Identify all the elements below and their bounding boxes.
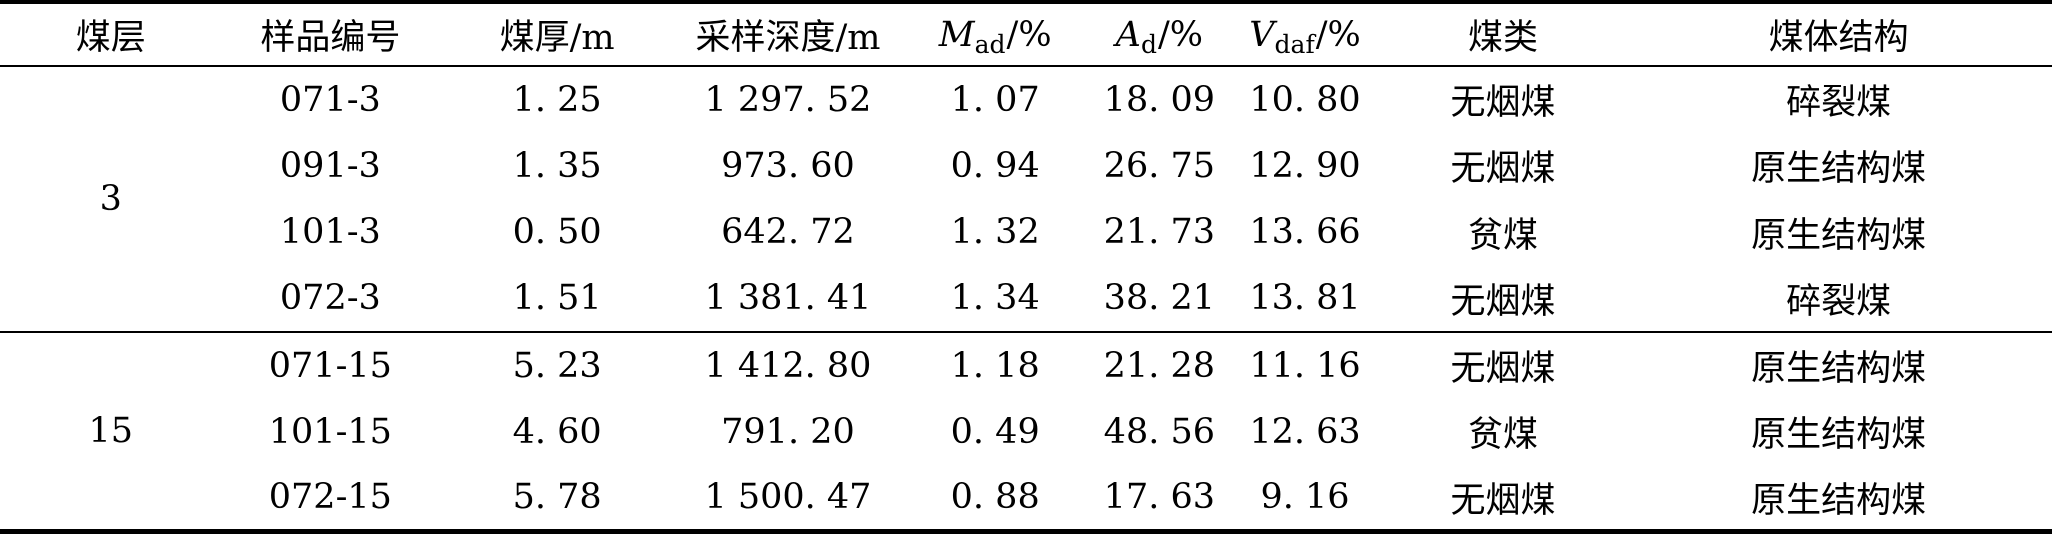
cell-mad: 0. 94 xyxy=(950,145,1040,186)
col-header-sampling-depth: 采样深度/m xyxy=(675,2,901,66)
cell-coal-type: 无烟煤 xyxy=(1450,480,1556,521)
table-row: 101-3 0. 50 642. 72 1. 32 21. 73 13. 66 … xyxy=(0,199,2052,266)
cell-vdaf: 13. 66 xyxy=(1249,212,1361,253)
cell-structure: 碎裂煤 xyxy=(1786,281,1892,322)
table-header: 煤层 样品编号 煤厚/m 采样深度/m Mad/% Ad/% Vdaf/% 煤类… xyxy=(0,2,2052,66)
col-header-subscript: ad xyxy=(974,29,1006,59)
col-header-label: 采样深度/m xyxy=(695,18,881,58)
cell-sample-id: 071-3 xyxy=(279,79,381,120)
col-header-label: 样品编号 xyxy=(260,18,401,58)
cell-thickness: 0. 50 xyxy=(512,212,602,253)
cell-vdaf: 11. 16 xyxy=(1249,345,1361,386)
col-header-unit: /% xyxy=(1006,14,1052,55)
cell-thickness: 1. 35 xyxy=(512,145,602,186)
cell-ad: 17. 63 xyxy=(1103,477,1215,517)
col-header-label: 煤类 xyxy=(1468,18,1539,58)
col-header-symbol: A xyxy=(1115,14,1141,55)
table-row: 072-15 5. 78 1 500. 47 0. 88 17. 63 9. 1… xyxy=(0,465,2052,532)
cell-mad: 1. 18 xyxy=(950,345,1040,386)
cell-thickness: 1. 51 xyxy=(512,278,602,319)
cell-vdaf: 12. 63 xyxy=(1249,411,1361,452)
cell-vdaf: 10. 80 xyxy=(1249,79,1361,120)
cell-mad: 0. 88 xyxy=(950,477,1040,517)
cell-thickness: 1. 25 xyxy=(512,79,602,120)
cell-mad: 0. 49 xyxy=(950,411,1040,452)
cell-seam: 15 xyxy=(88,411,134,451)
col-header-subscript: d xyxy=(1140,29,1157,59)
cell-sample-id: 071-15 xyxy=(268,345,392,386)
col-header-mad: Mad/% xyxy=(901,2,1090,66)
col-header-unit: /% xyxy=(1157,14,1204,55)
table-row: 072-3 1. 51 1 381. 41 1. 34 38. 21 13. 8… xyxy=(0,266,2052,333)
cell-vdaf: 13. 81 xyxy=(1249,278,1361,319)
table-row: 15 071-15 5. 23 1 412. 80 1. 18 21. 28 1… xyxy=(0,332,2052,451)
col-header-subscript: daf xyxy=(1274,29,1315,59)
cell-vdaf: 9. 16 xyxy=(1260,477,1350,517)
cell-coal-type: 无烟煤 xyxy=(1450,349,1556,390)
cell-mad: 1. 07 xyxy=(950,79,1040,120)
table-row: 101-15 4. 60 791. 20 0. 49 48. 56 12. 63… xyxy=(0,399,2052,466)
cell-depth: 791. 20 xyxy=(721,411,855,452)
col-header-label: 煤体结构 xyxy=(1768,18,1909,58)
cell-depth: 1 500. 47 xyxy=(704,477,872,517)
col-header-coal-thickness: 煤厚/m xyxy=(439,2,675,66)
cell-ad: 38. 21 xyxy=(1103,278,1215,319)
cell-ad: 21. 28 xyxy=(1103,345,1215,386)
seam-group-3: 3 071-3 1. 25 1 297. 52 1. 07 18. 09 10.… xyxy=(0,66,2052,332)
cell-sample-id: 101-15 xyxy=(268,411,392,452)
cell-structure: 碎裂煤 xyxy=(1786,83,1892,124)
cell-thickness: 4. 60 xyxy=(512,411,602,452)
cell-mad: 1. 34 xyxy=(950,278,1040,319)
col-header-vdaf: Vdaf/% xyxy=(1229,2,1381,66)
cell-depth: 973. 60 xyxy=(721,145,855,186)
col-header-coal-type: 煤类 xyxy=(1381,2,1625,66)
seam-group-15: 15 071-15 5. 23 1 412. 80 1. 18 21. 28 1… xyxy=(0,332,2052,532)
cell-coal-type: 无烟煤 xyxy=(1450,281,1556,322)
cell-coal-type: 无烟煤 xyxy=(1450,83,1556,124)
col-header-coal-structure: 煤体结构 xyxy=(1625,2,2052,66)
cell-ad: 48. 56 xyxy=(1103,411,1215,452)
cell-thickness: 5. 23 xyxy=(512,345,602,386)
col-header-unit: /% xyxy=(1315,14,1361,55)
col-header-label: 煤厚/m xyxy=(499,18,615,58)
table-row: 091-3 1. 35 973. 60 0. 94 26. 75 12. 90 … xyxy=(0,133,2052,200)
col-header-symbol: M xyxy=(938,14,975,55)
cell-depth: 642. 72 xyxy=(721,212,855,253)
cell-thickness: 5. 78 xyxy=(512,477,602,517)
table-row: 3 071-3 1. 25 1 297. 52 1. 07 18. 09 10.… xyxy=(0,66,2052,219)
col-header-label: 煤层 xyxy=(75,18,146,58)
col-header-coal-seam: 煤层 xyxy=(0,2,222,66)
cell-sample-id: 091-3 xyxy=(279,145,381,186)
cell-sample-id: 072-3 xyxy=(279,278,381,319)
cell-depth: 1 297. 52 xyxy=(704,79,872,120)
cell-mad: 1. 32 xyxy=(950,212,1040,253)
cell-ad: 21. 73 xyxy=(1103,212,1215,253)
cell-seam: 3 xyxy=(99,179,122,219)
col-header-ad: Ad/% xyxy=(1090,2,1230,66)
cell-coal-type: 贫煤 xyxy=(1468,415,1539,456)
col-header-symbol: V xyxy=(1249,14,1275,55)
header-row: 煤层 样品编号 煤厚/m 采样深度/m Mad/% Ad/% Vdaf/% 煤类… xyxy=(0,2,2052,66)
cell-sample-id: 101-3 xyxy=(279,212,381,253)
cell-structure: 原生结构煤 xyxy=(1751,149,1927,190)
cell-structure: 原生结构煤 xyxy=(1751,215,1927,256)
cell-coal-type: 贫煤 xyxy=(1468,215,1539,256)
cell-structure: 原生结构煤 xyxy=(1751,480,1927,521)
cell-vdaf: 12. 90 xyxy=(1249,145,1361,186)
col-header-sample-id: 样品编号 xyxy=(222,2,440,66)
cell-ad: 26. 75 xyxy=(1103,145,1215,186)
cell-depth: 1 412. 80 xyxy=(704,345,872,386)
cell-structure: 原生结构煤 xyxy=(1751,415,1927,456)
cell-sample-id: 072-15 xyxy=(268,477,392,517)
cell-coal-type: 无烟煤 xyxy=(1450,149,1556,190)
cell-ad: 18. 09 xyxy=(1103,79,1215,120)
cell-structure: 原生结构煤 xyxy=(1751,349,1927,390)
cell-depth: 1 381. 41 xyxy=(704,278,872,319)
